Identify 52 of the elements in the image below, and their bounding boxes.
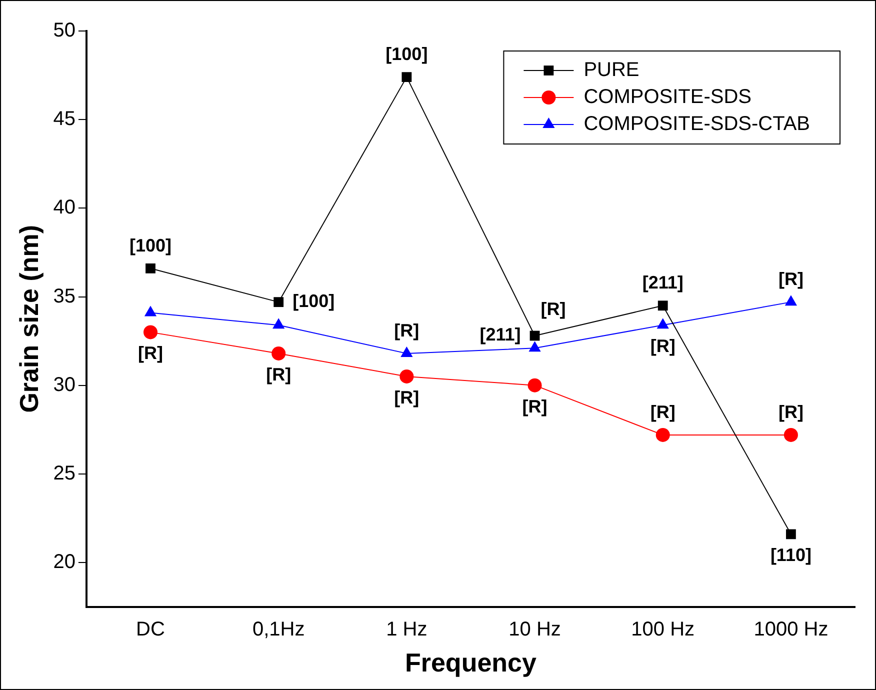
y-tick-label: 40 [53,196,76,219]
annotation: [100] [386,44,428,64]
y-tick-label: 30 [53,374,76,396]
x-tick-label: 0,1Hz [252,618,305,640]
legend-label: PURE [584,59,640,82]
annotation: [R] [522,396,548,416]
annotation: [R] [138,343,163,364]
annotation: [R] [394,387,420,408]
annotation: [211] [642,272,684,293]
y-tick-label: 25 [53,462,76,484]
annotation: [110] [770,545,812,566]
annotation: [100] [292,291,335,312]
x-tick-label: 1 Hz [386,618,428,640]
x-tick-label: 10 Hz [508,618,561,640]
annotation: [R] [394,320,420,340]
point [528,341,541,352]
point [528,378,542,392]
point [784,295,798,306]
annotation: [R] [650,336,676,356]
point [658,300,668,311]
x-axis-title: Frequency [404,648,537,678]
annotation: [R] [778,269,804,290]
legend-label: COMPOSITE-SDS-CTAB [584,113,810,136]
y-axis-title: Grain size (nm) [14,224,44,413]
annotation: [211] [480,324,521,345]
point [656,318,669,329]
point [400,369,414,384]
point [530,330,540,341]
annotation: [R] [778,402,804,422]
x-tick-label: 1000 Hz [754,618,828,640]
y-tick-label: 45 [53,108,76,130]
point [402,72,412,82]
x-tick-label: DC [136,618,165,640]
point [272,346,286,360]
point [146,263,156,274]
annotation: [R] [266,364,292,384]
x-tick-label: 100 Hz [631,618,695,640]
annotation: [100] [129,235,172,256]
point [143,325,158,340]
y-tick-label: 35 [53,285,76,308]
legend-label: COMPOSITE-SDS [584,86,752,108]
point [786,529,796,540]
point [144,306,157,316]
point [784,428,798,442]
point [272,318,285,329]
point [656,428,670,442]
y-tick-label: 20 [53,551,76,574]
point [274,297,284,308]
annotation: [R] [650,402,676,422]
y-tick-label: 50 [53,20,76,42]
annotation: [R] [540,299,566,320]
point [400,346,413,357]
